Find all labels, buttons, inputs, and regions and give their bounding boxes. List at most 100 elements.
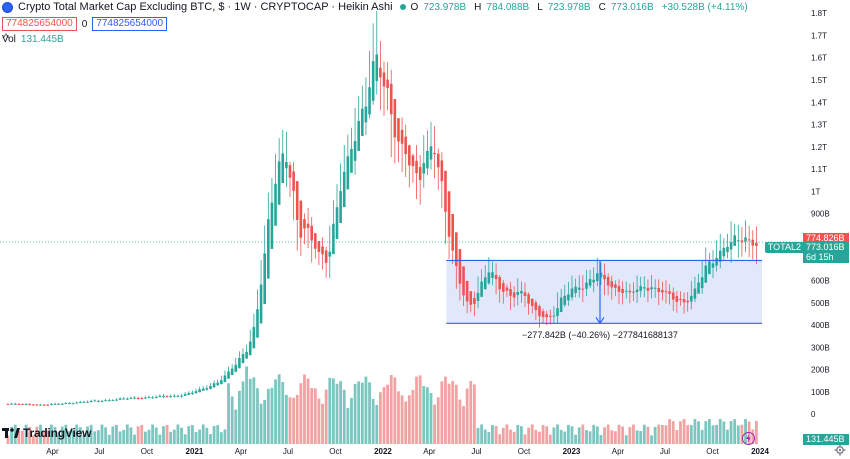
candle-body xyxy=(624,290,628,292)
candle-body xyxy=(671,292,675,300)
volume-bar xyxy=(635,430,639,444)
candle-body xyxy=(71,403,75,405)
volume-bar xyxy=(610,430,614,444)
chart-title[interactable]: Crypto Total Market Cap Excluding BTC, $… xyxy=(18,1,393,13)
candle-body xyxy=(140,398,144,400)
volume-bar xyxy=(700,429,704,444)
candle-body xyxy=(212,383,216,388)
measure-lines[interactable] xyxy=(0,241,808,325)
volume-bar xyxy=(585,430,588,444)
volume-bar xyxy=(216,425,220,444)
candle-body xyxy=(718,250,722,262)
candle-body xyxy=(303,219,306,229)
sell-price-button[interactable]: 774825654000 xyxy=(2,17,77,31)
candle-body xyxy=(563,295,567,305)
volume-bar xyxy=(68,431,71,444)
volume-bar xyxy=(140,424,144,444)
candle-body xyxy=(426,150,429,169)
candle-body xyxy=(32,404,35,406)
volume-bar xyxy=(581,424,585,444)
candle-body xyxy=(498,277,501,290)
candle-body xyxy=(556,308,559,316)
candle-body xyxy=(447,191,451,237)
candle-body xyxy=(686,300,689,303)
volume-bar xyxy=(252,377,256,444)
candle-body xyxy=(509,289,512,296)
volume-bar xyxy=(599,434,603,444)
candle-body xyxy=(335,207,339,239)
tradingview-logo[interactable]: TradingView xyxy=(2,426,91,440)
candle-body xyxy=(729,242,733,250)
volume-bar xyxy=(454,384,458,444)
volume-bar xyxy=(223,429,227,444)
volume-bar xyxy=(422,386,426,444)
candle-body xyxy=(599,272,603,278)
volume-bar xyxy=(592,424,596,444)
candle-body xyxy=(690,295,693,302)
price-axis[interactable]: 1.9T1.8T1.7T1.6T1.5T1.4T1.3T1.2T1.1T1T90… xyxy=(811,0,830,419)
volume-bar xyxy=(527,427,531,444)
volume-bar xyxy=(563,431,567,444)
candle-body xyxy=(299,200,303,238)
gear-icon[interactable] xyxy=(834,444,846,456)
countdown-tag: 6d 15h xyxy=(803,252,849,263)
volume-bar xyxy=(227,383,230,444)
candle-body xyxy=(39,404,42,406)
volume-bar xyxy=(574,434,578,444)
volume-bar xyxy=(353,383,357,444)
x-tick-label: Jul xyxy=(283,447,293,456)
volume-bar xyxy=(715,424,719,444)
volume-bar xyxy=(241,381,245,444)
candle-body xyxy=(133,397,136,399)
volume-bar xyxy=(548,434,552,444)
candle-body xyxy=(487,272,491,284)
volume-bar xyxy=(407,395,411,444)
x-tick-label: Apr xyxy=(612,447,625,456)
volume-bar xyxy=(534,429,538,444)
candle-body xyxy=(339,191,342,224)
time-axis[interactable]: Apr Jul Oct 2021 Apr Jul Oct 2022 Apr Jul Oct 2023 A… xyxy=(46,447,769,456)
candle-body xyxy=(668,291,671,294)
volume-bar xyxy=(740,424,744,444)
candle-body xyxy=(295,181,299,220)
volume-bar xyxy=(125,424,129,444)
candle-body xyxy=(404,136,407,155)
volume-bar xyxy=(411,389,415,444)
candle-body xyxy=(643,287,646,289)
candle-body xyxy=(653,287,657,289)
candle-body xyxy=(476,292,480,301)
volume-bar xyxy=(704,421,708,444)
volume-bar xyxy=(657,424,661,444)
candle-body xyxy=(64,403,68,405)
candle-body xyxy=(574,286,577,293)
buy-price-button[interactable]: 774825654000 xyxy=(92,17,168,31)
volume-bar xyxy=(501,427,505,444)
candle-body xyxy=(682,299,686,303)
volume-bar xyxy=(393,377,397,444)
volume-bar xyxy=(187,426,191,444)
volume-bar xyxy=(263,399,267,444)
volume-bar xyxy=(346,407,350,444)
candle-body xyxy=(321,246,324,255)
volume-bar xyxy=(89,424,93,444)
lightning-icon[interactable] xyxy=(742,432,755,445)
ohlc-low-value: 723.978B xyxy=(547,1,591,13)
volume-bar xyxy=(205,427,209,444)
candle-body xyxy=(639,286,642,291)
x-tick-label: Apr xyxy=(235,447,248,456)
candle-body xyxy=(97,400,100,402)
volume-bar xyxy=(313,388,317,444)
candle-body xyxy=(436,153,440,168)
volume-bar xyxy=(154,427,158,444)
chevron-up-icon[interactable] xyxy=(2,32,10,40)
candle-body xyxy=(205,388,209,390)
candle-body xyxy=(104,400,107,402)
volume-bar xyxy=(744,418,747,444)
volume-bar xyxy=(122,429,126,444)
volume-bar xyxy=(498,434,502,444)
volume-bar xyxy=(237,390,241,444)
volume-bar xyxy=(162,426,165,444)
y-tick-label: 1.6T xyxy=(811,54,827,63)
candle-body xyxy=(704,265,708,283)
